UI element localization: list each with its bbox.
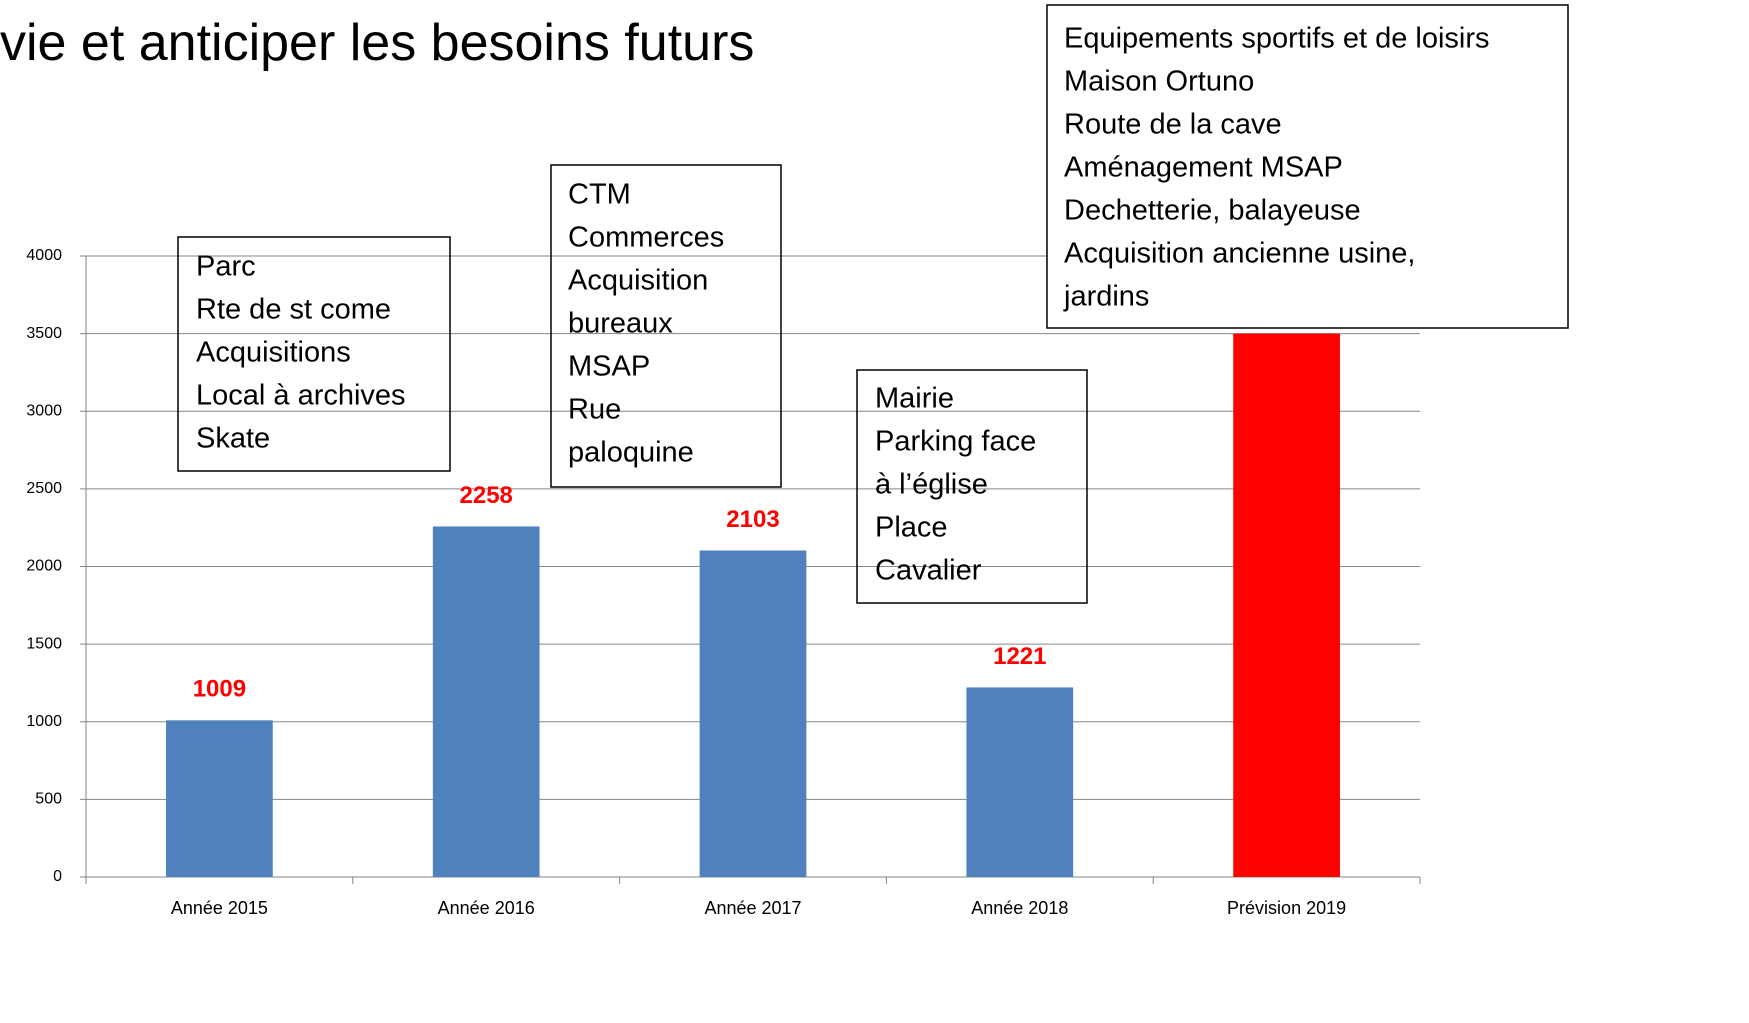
annotation-text: Aménagement MSAP — [1064, 152, 1343, 184]
x-tick-label: Prévision 2019 — [1227, 898, 1346, 918]
x-tick-label: Année 2015 — [171, 898, 268, 918]
x-tick-label: Année 2018 — [971, 898, 1068, 918]
annotation-text: Acquisition ancienne usine, — [1064, 238, 1415, 270]
annotation-text: Skate — [196, 423, 270, 455]
annotation-text: Dechetterie, balayeuse — [1064, 195, 1361, 227]
annotation-text: Mairie — [875, 383, 954, 415]
y-tick-label: 3000 — [26, 402, 62, 419]
bar — [1233, 333, 1340, 877]
annotation-text: MSAP — [568, 351, 650, 383]
annotation-text: Parc — [196, 251, 256, 283]
annotation-text: Parking face — [875, 426, 1036, 458]
annotation-text: Maison Ortuno — [1064, 66, 1254, 98]
annotation-text: Acquisitions — [196, 337, 351, 369]
y-tick-label: 4000 — [26, 247, 62, 264]
annotation-text: Commerces — [568, 222, 724, 254]
x-tick-label: Année 2016 — [438, 898, 535, 918]
data-label: 1009 — [193, 676, 246, 703]
y-tick-label: 3500 — [26, 325, 62, 342]
annotation-box — [177, 236, 451, 472]
annotation-text: Rte de st come — [196, 294, 391, 326]
y-tick-label: 1500 — [26, 635, 62, 652]
annotation-text: Cavalier — [875, 555, 982, 587]
annotation-text: Local à archives — [196, 380, 406, 412]
y-tick-label: 2000 — [26, 558, 62, 575]
annotation-text: Equipements sportifs et de loisirs — [1064, 23, 1490, 55]
annotation-box — [1046, 4, 1569, 329]
bar — [432, 526, 540, 877]
y-tick-label: 2500 — [26, 480, 62, 497]
annotation-box — [856, 369, 1088, 604]
annotation-text: à l’église — [875, 469, 988, 501]
annotation-text: jardins — [1063, 281, 1149, 313]
annotation-text: CTM — [568, 179, 631, 211]
annotation-text: paloquine — [568, 437, 694, 469]
annotation-text: Place — [875, 512, 948, 544]
annotation-box — [550, 164, 782, 488]
annotation-text: Rue — [568, 394, 621, 426]
annotation-text: Route de la cave — [1064, 109, 1282, 141]
y-tick-label: 1000 — [26, 713, 62, 730]
annotation-text: bureaux — [568, 308, 673, 340]
annotation-text: Acquisition — [568, 265, 708, 297]
bar — [166, 720, 273, 877]
bar — [966, 687, 1074, 877]
data-label: 2258 — [460, 482, 513, 509]
data-label: 1221 — [993, 643, 1046, 670]
y-tick-label: 0 — [53, 868, 62, 885]
y-tick-label: 500 — [35, 791, 62, 808]
data-label: 2103 — [726, 506, 779, 533]
chart-title: vie et anticiper les besoins futurs — [0, 14, 754, 72]
bar — [699, 550, 807, 877]
x-tick-label: Année 2017 — [704, 898, 801, 918]
